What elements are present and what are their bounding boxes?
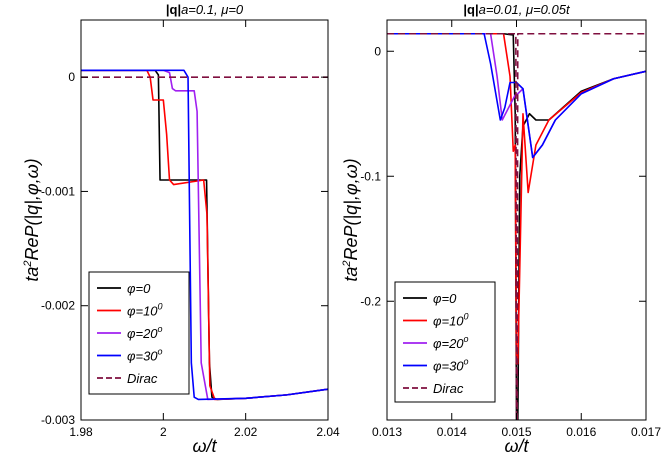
legend-label: φ=20o [433,334,469,351]
series-line-4 [81,69,328,401]
legend-label: φ=0 [433,291,457,306]
x-tick-label: 2.02 [234,425,258,439]
x-tick-label: 2.04 [316,425,340,439]
y-tick-label: -0.001 [41,184,75,198]
y-tick-label: 0 [374,44,381,58]
series-line-4 [387,32,646,159]
y-axis-label: ta2ReP(|q|,φ,ω) [22,158,42,281]
chart-title: |q|a=0.1, μ=0 [166,2,244,17]
legend-label: φ=0 [127,281,151,296]
x-tick-label: 0.014 [437,425,467,439]
y-tick-label: -0.002 [41,299,75,313]
plot-area [387,32,646,420]
legend-label: Dirac [433,381,464,396]
legend: φ=0 φ=100 φ=20o φ=30o Dirac [394,281,496,403]
chart-title: |q|a=0.01, μ=0.05t [463,2,571,17]
legend-label: φ=20o [127,324,163,341]
x-tick-label: 0.017 [631,425,661,439]
y-axis-label: ta2ReP(|q|,φ,ω) [341,158,361,281]
x-tick-label: 0.015 [501,425,531,439]
y-tick-label: -0.1 [360,169,381,183]
legend-label: φ=100 [433,312,469,329]
legend-label: φ=30o [127,347,163,364]
y-tick-label: 0 [68,70,75,84]
y-tick-label: -0.003 [41,413,75,427]
chart-panel-2: 0.013 0.014 0.015 0.016 0.017 0 -0.1 -0.2 |q|a=0… [341,2,661,456]
legend-label: φ=100 [127,302,163,319]
legend-label: Dirac [127,371,158,386]
plot-area [81,69,328,401]
legend-box [394,281,496,403]
x-tick-label: 0.016 [566,425,596,439]
series-line-5 [387,32,646,420]
x-tick-label: 0.013 [372,425,402,439]
plot-frame [80,19,329,421]
x-axis-label: ω/t [504,436,529,456]
x-tick-label: 2 [160,425,167,439]
legend: φ=0 φ=100 φ=20o φ=30o Dirac [88,271,190,395]
y-tick-label: -0.2 [360,294,381,308]
legend-label: φ=30o [433,357,469,374]
series-line-2 [387,32,646,365]
chart-panel-1: 1.98 2 2.02 2.04 0 -0.001 -0.002 -0.003 |q|a=0.1… [22,2,340,456]
x-axis-label: ω/t [192,436,217,456]
x-tick-label: 1.98 [69,425,93,439]
